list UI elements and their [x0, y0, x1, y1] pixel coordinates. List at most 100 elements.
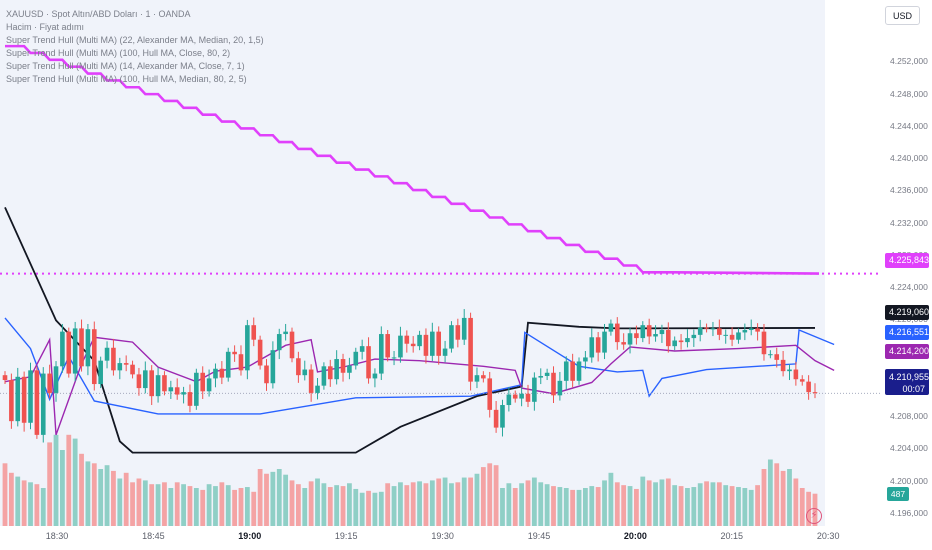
volume-bar	[493, 465, 499, 526]
candle-body	[595, 337, 601, 353]
volume-bar	[653, 482, 658, 526]
volume-bar	[570, 489, 576, 526]
volume-bar	[474, 473, 480, 526]
currency-button[interactable]: USD	[885, 6, 920, 25]
candle-body	[710, 328, 716, 330]
volume-bar	[742, 488, 748, 526]
volume-bar	[627, 486, 633, 526]
price-tick-label: 4.200,000	[890, 475, 928, 486]
volume-bar	[391, 486, 397, 526]
candle-body	[66, 331, 72, 374]
volume-bar	[417, 481, 422, 526]
volume-bar	[595, 487, 601, 526]
candle-body	[761, 331, 767, 355]
candle-body	[634, 333, 639, 339]
purple-line-tag: 4.214,200	[885, 344, 929, 359]
volume-bar	[359, 492, 365, 526]
candle-body	[780, 359, 786, 372]
volume-bars	[2, 434, 818, 526]
volume-bar	[238, 488, 244, 526]
lightning-icon[interactable]: ⚡	[806, 508, 822, 524]
volume-bar	[213, 486, 218, 526]
volume-bar	[755, 485, 760, 526]
candle-body	[812, 392, 818, 394]
volume-bar	[232, 489, 238, 526]
candle-body	[385, 334, 390, 358]
candle-body	[149, 370, 154, 397]
volume-bar	[315, 478, 320, 526]
price-tick-label: 4.248,000	[890, 88, 928, 99]
volume-bar	[582, 488, 588, 526]
candle-body	[79, 328, 84, 367]
volume-bar	[372, 492, 378, 526]
volume-bar	[34, 484, 40, 526]
volume-bar	[685, 488, 690, 526]
candle-body	[659, 330, 665, 335]
candle-body	[366, 346, 371, 379]
volume-bar	[449, 483, 454, 526]
volume-bar	[436, 478, 442, 526]
volume-bar	[302, 488, 308, 526]
volume-bar	[200, 489, 206, 526]
candle-body	[500, 405, 505, 428]
volume-bar	[468, 477, 473, 526]
candle-body	[238, 354, 244, 371]
candle-body	[283, 331, 288, 335]
volume-bar	[429, 480, 435, 526]
volume-bar	[327, 487, 333, 526]
volume-bar	[206, 484, 212, 526]
candle-body	[436, 331, 442, 356]
volume-bar	[767, 459, 773, 526]
candle-body	[200, 372, 206, 392]
candle-body	[47, 373, 52, 393]
candle-body	[40, 373, 46, 435]
candle-body	[417, 334, 422, 347]
volume-bar	[640, 476, 646, 526]
volume-bar	[602, 480, 607, 526]
supertrend-magenta-line	[5, 44, 820, 275]
volume-bar	[563, 488, 569, 526]
volume-bar	[142, 480, 148, 526]
price-tick-label: 4.196,000	[890, 507, 928, 518]
candle-body	[117, 363, 123, 371]
volume-bar	[130, 482, 135, 526]
volume-bar	[455, 482, 461, 526]
volume-bar	[672, 485, 678, 526]
countdown: 00:07	[902, 384, 925, 394]
volume-bar	[15, 476, 21, 526]
volume-bar	[111, 470, 116, 526]
candle-body	[308, 369, 314, 393]
time-tick-label: 18:45	[142, 531, 165, 541]
volume-bar	[174, 482, 180, 526]
price-tick-label: 4.208,000	[890, 411, 928, 422]
candle-body	[251, 325, 257, 340]
candle-body	[232, 351, 237, 355]
current-price-tag: 4.210,955 00:07	[885, 369, 929, 395]
plot-background	[0, 0, 825, 526]
candle-body	[570, 361, 575, 381]
volume-bar	[512, 488, 518, 526]
volume-bar	[799, 488, 805, 526]
volume-bar	[442, 477, 448, 526]
candle-body	[697, 327, 703, 335]
candle-body	[455, 325, 461, 340]
volume-bar	[404, 485, 410, 526]
candle-body	[302, 369, 308, 376]
volume-bar	[761, 469, 767, 526]
candle-body	[340, 359, 346, 373]
volume-bar	[506, 483, 512, 526]
candle-body	[768, 354, 773, 356]
candle-body	[296, 358, 301, 376]
volume-bar	[257, 469, 263, 526]
volume-bar	[608, 472, 614, 526]
volume-bar	[398, 482, 403, 526]
candle-body	[410, 343, 416, 347]
volume-bar	[225, 485, 231, 526]
candle-body	[404, 335, 410, 344]
volume-bar	[117, 478, 123, 526]
candle-body	[621, 342, 626, 345]
candle-body	[519, 393, 524, 399]
candle-body	[481, 375, 486, 379]
candles	[2, 309, 818, 443]
